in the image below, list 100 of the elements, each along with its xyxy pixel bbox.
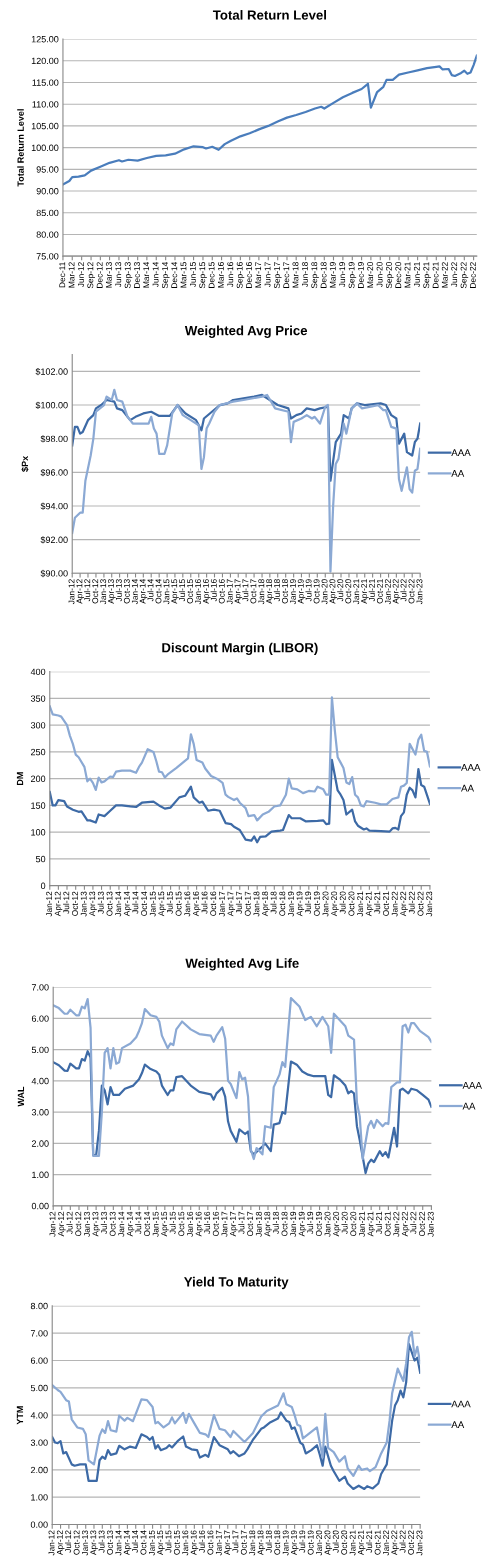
x-tick-label: Jan-15 xyxy=(163,579,170,605)
y-tick-label: 300 xyxy=(30,722,46,729)
x-tick-label: Dec-20 xyxy=(395,262,402,288)
x-tick-label: Jan-12 xyxy=(48,1530,55,1556)
x-tick-label: Jun-22 xyxy=(451,262,458,288)
x-tick-label: Apr-13 xyxy=(90,1530,98,1556)
x-tick-label: Oct-17 xyxy=(250,579,257,604)
x-tick-label: Jan-12 xyxy=(46,891,53,917)
x-tick-label: Mar-15 xyxy=(180,262,187,288)
x-tick-label: Dec-12 xyxy=(96,262,103,288)
x-tick-label: Jul-19 xyxy=(299,1530,306,1553)
x-tick-label: Apr-19 xyxy=(297,579,306,604)
line-series xyxy=(52,1330,421,1477)
x-tick-label: Apr-17 xyxy=(227,891,236,917)
y-tick-label: 125.00 xyxy=(31,36,59,43)
legend-label: AA xyxy=(451,470,465,477)
x-tick-label: Oct-20 xyxy=(348,891,355,916)
x-tick-label: Oct-14 xyxy=(140,1530,147,1555)
x-tick-label: Apr-22 xyxy=(401,1211,410,1237)
x-tick-label: Apr-18 xyxy=(264,1211,272,1237)
x-tick-label: Jul-14 xyxy=(147,579,154,602)
x-tick-label: Jan-14 xyxy=(115,891,122,917)
x-tick-label: Jul-14 xyxy=(131,1530,138,1553)
x-tick-label: Jan-17 xyxy=(219,891,225,917)
x-tick-label: Oct-21 xyxy=(383,891,389,916)
x-tick-label: Jan-18 xyxy=(249,1530,256,1556)
x-tick-label: Oct-20 xyxy=(350,1211,357,1237)
x-tick-label: Jan-17 xyxy=(215,1530,222,1556)
x-tick-label: Jul-19 xyxy=(307,1211,314,1234)
x-tick-label: Jan-19 xyxy=(289,579,296,605)
x-tick-label: Jan-23 xyxy=(427,1211,434,1237)
x-tick-label: Jun-18 xyxy=(301,262,308,288)
x-tick-label: Jul-20 xyxy=(337,579,344,602)
x-tick-label: Jul-17 xyxy=(238,1211,245,1234)
y-tick-label: 100.00 xyxy=(31,144,59,151)
y-axis-title: YTM xyxy=(16,1406,24,1425)
x-tick-label: Dec-16 xyxy=(246,262,252,288)
x-tick-label: Dec-13 xyxy=(134,262,140,288)
x-tick-label: Jan-20 xyxy=(322,891,329,917)
x-tick-label: Jul-14 xyxy=(132,891,139,914)
x-tick-label: Oct-15 xyxy=(175,891,182,916)
x-tick-label: Jan-23 xyxy=(416,579,423,605)
y-tick-label: 250 xyxy=(31,748,46,756)
x-tick-label: Sep-14 xyxy=(162,261,170,289)
x-tick-label: Jul-19 xyxy=(305,579,312,602)
x-tick-label: Oct-12 xyxy=(75,1211,82,1237)
x-tick-label: Jul-21 xyxy=(366,1530,373,1553)
x-tick-label: Sep-15 xyxy=(199,262,207,289)
y-tick-label: 200 xyxy=(31,775,46,783)
y-tick-label: 110.00 xyxy=(32,101,59,108)
x-tick-label: Jan-19 xyxy=(288,891,294,917)
x-tick-label: Jul-17 xyxy=(235,891,242,914)
chart-title: Yield To Maturity xyxy=(184,1276,289,1290)
y-tick-label: 75.00 xyxy=(36,253,59,260)
x-tick-label: Apr-14 xyxy=(123,891,132,917)
x-tick-label: Oct-12 xyxy=(92,579,99,604)
x-tick-label: Jan-23 xyxy=(426,891,433,917)
x-tick-label: Jul-13 xyxy=(100,1211,107,1234)
x-tick-label: Oct-14 xyxy=(141,891,147,916)
x-tick-label: Sep-13 xyxy=(124,262,133,289)
chart-title: Discount Margin (LIBOR) xyxy=(162,642,318,656)
x-tick-label: Apr-14 xyxy=(139,579,148,604)
x-tick-label: Jan-16 xyxy=(182,1530,189,1556)
x-tick-label: Jul-13 xyxy=(115,579,122,602)
y-tick-label: 4.00 xyxy=(31,1077,49,1085)
line-series xyxy=(62,54,477,186)
chart-title: Weighted Avg Price xyxy=(184,325,308,338)
x-tick-label: Apr-14 xyxy=(126,1211,135,1237)
x-tick-label: Mar-13 xyxy=(105,262,112,288)
y-tick-label: 50 xyxy=(35,855,46,863)
x-tick-label: Jul-15 xyxy=(169,1211,176,1234)
x-tick-label: Sep-19 xyxy=(348,262,357,289)
x-tick-label: Oct-14 xyxy=(144,1211,150,1237)
x-tick-label: Jan-22 xyxy=(383,1530,389,1556)
y-tick-label: 3.00 xyxy=(30,1439,48,1446)
x-tick-label: Jul-12 xyxy=(65,1530,72,1553)
x-tick-label: Jul-12 xyxy=(63,891,70,914)
x-tick-label: Jan-20 xyxy=(321,579,328,605)
y-tick-label: $90.00 xyxy=(40,569,68,578)
y-tick-label: $102.00 xyxy=(35,367,68,376)
x-tick-label: Jul-12 xyxy=(66,1211,73,1234)
x-tick-label: Jan-14 xyxy=(115,1530,122,1556)
x-tick-label: Apr-18 xyxy=(262,891,270,917)
x-tick-label: Oct-22 xyxy=(408,579,415,604)
x-tick-label: Jul-15 xyxy=(178,579,186,602)
x-tick-label: Jun-12 xyxy=(77,262,84,288)
x-tick-label: Oct-12 xyxy=(73,1530,80,1555)
x-tick-label: Apr-19 xyxy=(290,1530,299,1556)
x-tick-label: Apr-17 xyxy=(224,1530,232,1556)
x-tick-label: Jan-20 xyxy=(316,1530,323,1556)
x-tick-label: Jul-20 xyxy=(339,891,346,914)
y-axis-title: DM xyxy=(16,772,24,786)
x-tick-label: Jul-13 xyxy=(97,891,104,914)
x-tick-label: Mar-21 xyxy=(404,262,411,288)
y-tick-label: 6.00 xyxy=(31,1015,49,1022)
x-tick-label: Sep-21 xyxy=(423,262,431,289)
x-tick-label: Apr-17 xyxy=(230,1211,238,1237)
x-tick-label: Dec-21 xyxy=(432,262,439,288)
legend-label: AA xyxy=(461,784,474,792)
x-tick-label: Jan-22 xyxy=(393,1211,400,1237)
